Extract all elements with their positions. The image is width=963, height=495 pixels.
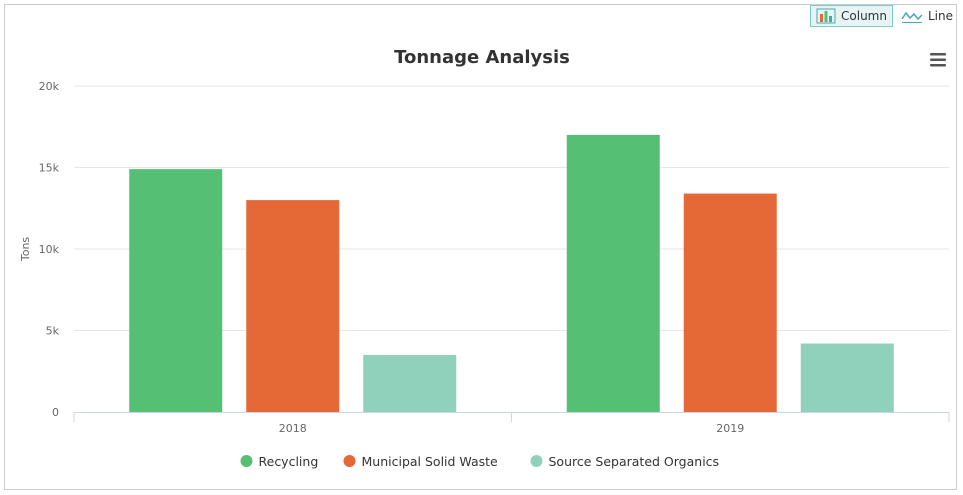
y-tick-label: 20k: [39, 80, 60, 93]
legend-item[interactable]: Municipal Solid Waste: [343, 454, 499, 469]
column-button-label: Column: [841, 9, 887, 23]
bars: [129, 134, 894, 412]
legend-marker: [343, 455, 356, 467]
y-tick-label: 10k: [39, 243, 60, 256]
legend-label: Recycling: [259, 454, 319, 469]
line-button-label: Line: [927, 9, 953, 23]
legend: Recycling Municipal Solid Waste Source Sep…: [240, 454, 720, 469]
bar[interactable]: [800, 343, 894, 412]
legend-marker: [530, 455, 543, 467]
legend-label: Municipal Solid Waste: [362, 454, 499, 469]
bar[interactable]: [363, 354, 457, 412]
hamburger-menu-icon: [930, 53, 946, 67]
legend-item[interactable]: Source Separated Organics: [530, 454, 720, 469]
legend-item[interactable]: Recycling: [240, 454, 319, 469]
y-tick-label: 0: [52, 406, 59, 419]
chart-type-toolbar: Column Line: [810, 5, 959, 27]
legend-marker: [240, 455, 253, 467]
column-chart-icon: [816, 8, 836, 24]
chart-title: Tonnage Analysis: [394, 47, 570, 68]
line-chart-icon: [901, 11, 923, 23]
bar[interactable]: [246, 200, 340, 412]
column-chart-button[interactable]: Column: [810, 5, 893, 27]
chart-menu-button[interactable]: [926, 50, 950, 70]
x-axis: 2018 2019: [73, 412, 950, 435]
bar[interactable]: [129, 169, 223, 412]
y-axis-title: Tons: [19, 237, 32, 263]
x-tick-label: 2019: [716, 422, 744, 435]
bar[interactable]: [683, 193, 777, 412]
y-axis-ticks: 0 5k 10k 15k 20k: [39, 80, 60, 419]
y-tick-label: 15k: [39, 162, 60, 175]
bar[interactable]: [566, 134, 660, 412]
line-chart-button[interactable]: Line: [895, 5, 959, 27]
legend-label: Source Separated Organics: [549, 454, 720, 469]
y-tick-label: 5k: [46, 325, 60, 338]
x-tick-label: 2018: [279, 422, 307, 435]
